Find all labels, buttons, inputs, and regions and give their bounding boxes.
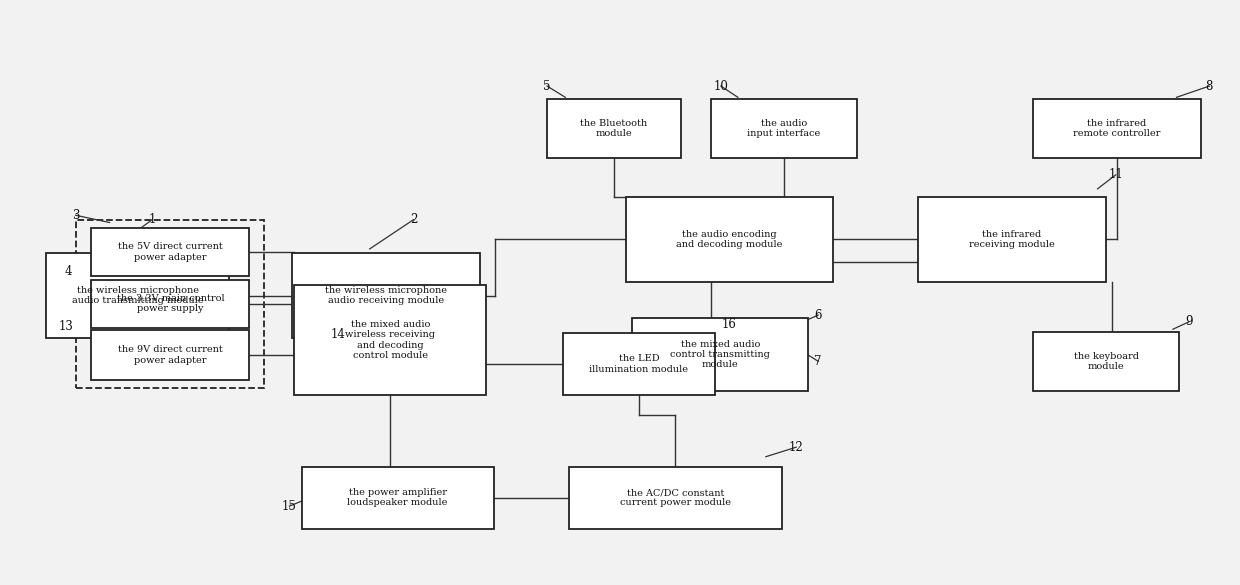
FancyBboxPatch shape	[92, 331, 249, 380]
Text: the audio encoding
and decoding module: the audio encoding and decoding module	[676, 230, 782, 249]
FancyBboxPatch shape	[301, 467, 494, 529]
Text: 9: 9	[1185, 315, 1193, 328]
Text: 4: 4	[64, 265, 72, 278]
Text: 7: 7	[815, 355, 822, 368]
Text: 13: 13	[58, 320, 73, 333]
Text: the wireless microphone
audio transmitting module: the wireless microphone audio transmitti…	[72, 286, 203, 305]
Text: 8: 8	[1205, 80, 1213, 92]
Text: the 3.3V main control
power supply: the 3.3V main control power supply	[117, 294, 224, 314]
Text: the 9V direct current
power adapter: the 9V direct current power adapter	[118, 345, 223, 365]
FancyBboxPatch shape	[294, 285, 486, 395]
FancyBboxPatch shape	[918, 197, 1106, 281]
Text: the mixed audio
control transmitting
module: the mixed audio control transmitting mod…	[671, 340, 770, 369]
Text: the AC/DC constant
current power module: the AC/DC constant current power module	[620, 488, 730, 507]
Text: the Bluetooth
module: the Bluetooth module	[580, 119, 647, 138]
FancyBboxPatch shape	[569, 467, 781, 529]
Text: the audio
input interface: the audio input interface	[748, 119, 821, 138]
Text: 15: 15	[281, 500, 296, 512]
FancyBboxPatch shape	[46, 253, 228, 338]
FancyBboxPatch shape	[547, 99, 681, 158]
Text: 1: 1	[149, 213, 156, 226]
Text: 12: 12	[789, 441, 804, 454]
Text: the mixed audio
wireless receiving
and decoding
control module: the mixed audio wireless receiving and d…	[345, 320, 435, 360]
Text: the wireless microphone
audio receiving module: the wireless microphone audio receiving …	[325, 286, 448, 305]
FancyBboxPatch shape	[291, 253, 480, 338]
FancyBboxPatch shape	[711, 99, 857, 158]
Text: 6: 6	[815, 309, 822, 322]
Text: the LED
illumination module: the LED illumination module	[589, 355, 688, 374]
Text: 16: 16	[722, 318, 737, 331]
Text: 2: 2	[409, 213, 417, 226]
Text: 11: 11	[1109, 168, 1123, 181]
Text: 3: 3	[72, 209, 79, 222]
Text: 10: 10	[713, 80, 728, 92]
Text: the power amplifier
loudspeaker module: the power amplifier loudspeaker module	[347, 488, 448, 507]
Text: the keyboard
module: the keyboard module	[1074, 352, 1138, 371]
Text: the infrared
receiving module: the infrared receiving module	[968, 230, 1055, 249]
Text: 14: 14	[331, 328, 346, 342]
FancyBboxPatch shape	[626, 197, 832, 281]
FancyBboxPatch shape	[92, 228, 249, 276]
FancyBboxPatch shape	[632, 318, 808, 391]
Text: 5: 5	[543, 80, 551, 92]
FancyBboxPatch shape	[563, 333, 714, 395]
Text: the infrared
remote controller: the infrared remote controller	[1074, 119, 1161, 138]
FancyBboxPatch shape	[1033, 332, 1179, 391]
FancyBboxPatch shape	[1033, 99, 1200, 158]
Text: the 5V direct current
power adapter: the 5V direct current power adapter	[118, 242, 223, 261]
FancyBboxPatch shape	[92, 280, 249, 328]
